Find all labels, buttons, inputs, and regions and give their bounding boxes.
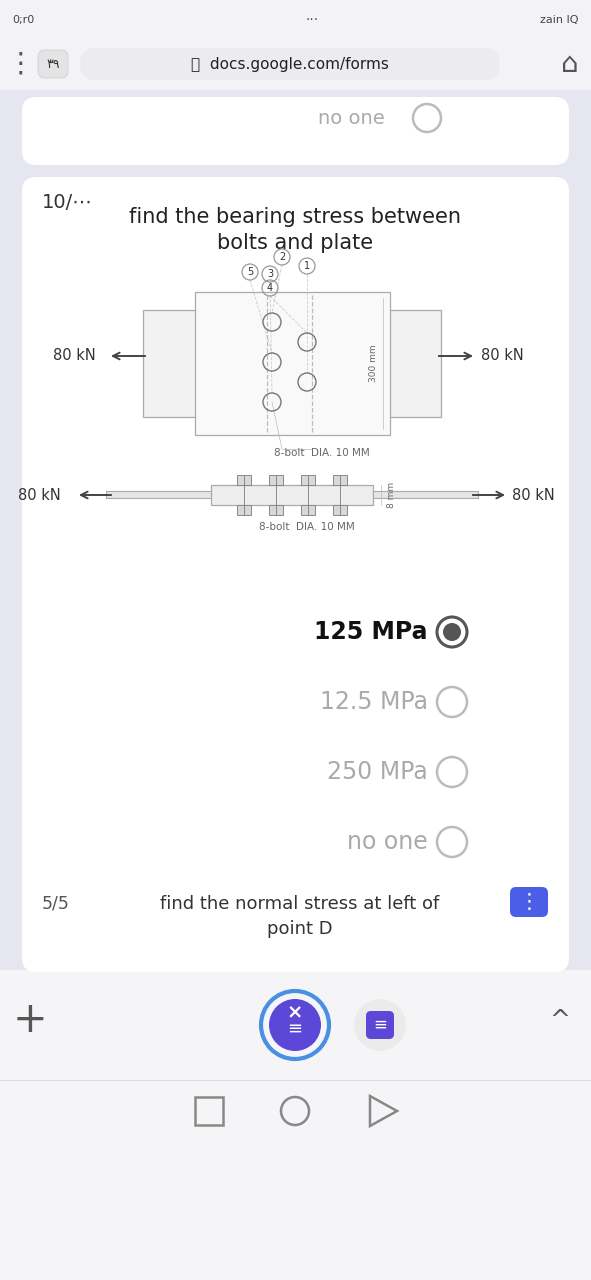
FancyBboxPatch shape — [0, 38, 591, 90]
Text: 10/⋯: 10/⋯ — [42, 192, 93, 211]
Text: bolts and plate: bolts and plate — [217, 233, 373, 253]
Bar — [269, 506, 283, 515]
Text: 80 kN: 80 kN — [481, 348, 524, 364]
FancyBboxPatch shape — [510, 887, 548, 916]
Text: find the bearing stress between: find the bearing stress between — [129, 207, 461, 227]
Text: 0;r0: 0;r0 — [12, 15, 34, 26]
Text: no one: no one — [348, 829, 428, 854]
Bar — [143, 310, 203, 417]
Circle shape — [269, 998, 321, 1051]
Text: 80 kN: 80 kN — [53, 348, 96, 364]
Circle shape — [354, 998, 406, 1051]
Text: ^: ^ — [550, 1009, 570, 1032]
Text: 3: 3 — [267, 269, 273, 279]
Text: point D: point D — [267, 920, 333, 938]
Bar — [333, 506, 347, 515]
Bar — [373, 492, 478, 498]
FancyBboxPatch shape — [38, 50, 68, 78]
Bar — [106, 492, 211, 498]
FancyBboxPatch shape — [22, 177, 569, 972]
Text: 80 kN: 80 kN — [18, 488, 61, 503]
FancyBboxPatch shape — [22, 97, 569, 165]
Text: ≡: ≡ — [287, 1020, 303, 1038]
Text: 1: 1 — [304, 261, 310, 271]
Bar — [211, 485, 373, 506]
Text: 80 kN: 80 kN — [512, 488, 555, 503]
Bar — [301, 506, 315, 515]
Text: ≡: ≡ — [373, 1016, 387, 1034]
Text: 2: 2 — [279, 252, 285, 262]
FancyBboxPatch shape — [0, 970, 591, 1280]
Text: ⋮: ⋮ — [6, 50, 34, 78]
Bar — [333, 475, 347, 485]
Text: find the normal stress at left of: find the normal stress at left of — [160, 895, 440, 913]
Text: ٣٩: ٣٩ — [46, 58, 60, 70]
FancyBboxPatch shape — [80, 47, 500, 79]
Text: no one: no one — [318, 109, 385, 128]
Bar — [269, 475, 283, 485]
Text: zain IQ: zain IQ — [540, 15, 578, 26]
FancyBboxPatch shape — [0, 0, 591, 40]
Bar — [381, 310, 441, 417]
Text: 🔒  docs.google.com/forms: 🔒 docs.google.com/forms — [191, 56, 389, 72]
FancyBboxPatch shape — [366, 1011, 394, 1039]
FancyBboxPatch shape — [22, 874, 569, 963]
Text: 8-bolt  DIA. 10 MM: 8-bolt DIA. 10 MM — [274, 448, 370, 458]
Bar — [195, 1097, 223, 1125]
Text: ···: ··· — [306, 13, 319, 27]
Bar — [237, 506, 251, 515]
Text: 125 MPa: 125 MPa — [314, 620, 428, 644]
Bar — [195, 292, 390, 435]
Text: 5: 5 — [247, 268, 253, 276]
Text: 8 mm: 8 mm — [387, 483, 396, 508]
Text: 8-bolt  DIA. 10 MM: 8-bolt DIA. 10 MM — [259, 522, 355, 532]
Text: ⋮: ⋮ — [518, 892, 540, 911]
Text: 5/5: 5/5 — [42, 895, 70, 913]
Text: ×: × — [287, 1004, 303, 1023]
Text: 300 mm: 300 mm — [369, 344, 378, 383]
Text: ⌂: ⌂ — [561, 50, 579, 78]
Text: 12.5 MPa: 12.5 MPa — [320, 690, 428, 714]
Text: 4: 4 — [267, 283, 273, 293]
Circle shape — [443, 623, 461, 641]
Bar — [237, 475, 251, 485]
Text: 250 MPa: 250 MPa — [327, 760, 428, 783]
Text: +: + — [12, 998, 47, 1041]
Bar — [301, 475, 315, 485]
